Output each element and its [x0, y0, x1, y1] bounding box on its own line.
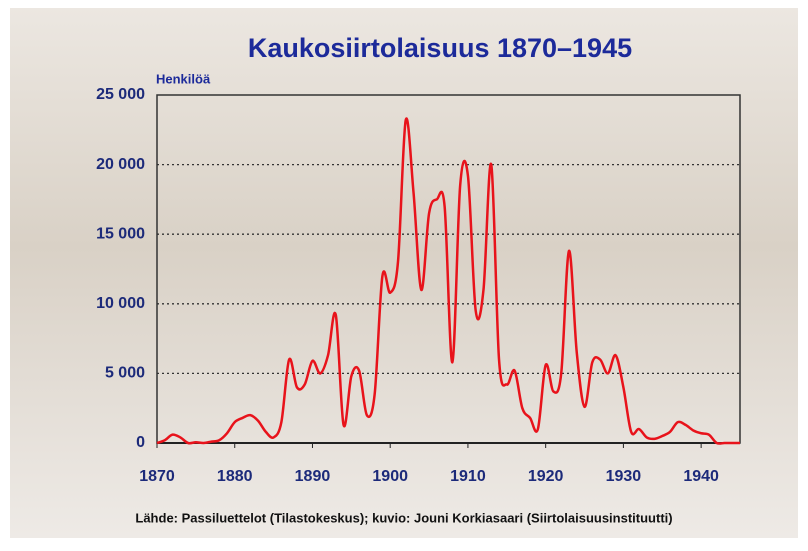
background-photo	[10, 8, 798, 538]
y-tick-label: 15 000	[96, 225, 145, 242]
y-tick-label: 10 000	[96, 295, 145, 312]
x-tick-label: 1880	[217, 468, 253, 485]
y-tick-label: 25 000	[96, 86, 145, 103]
y-tick-label: 20 000	[96, 156, 145, 173]
chart-title: Kaukosiirtolaisuus 1870–1945	[248, 33, 632, 63]
y-tick-label: 5 000	[105, 365, 145, 382]
x-tick-label: 1890	[295, 468, 331, 485]
data-line	[156, 117, 740, 445]
x-tick-label: 1940	[683, 468, 719, 485]
x-tick-label: 1910	[450, 468, 486, 485]
x-tick-label: 1920	[528, 468, 564, 485]
y-axis-label: Henkilöä	[156, 71, 211, 86]
x-tick-label: 1900	[372, 468, 408, 485]
x-tick-label: 1870	[139, 468, 175, 485]
x-tick-label: 1930	[606, 468, 642, 485]
y-tick-label: 0	[136, 434, 145, 451]
source-note: Lähde: Passiluettelot (Tilastokeskus); k…	[135, 510, 672, 525]
